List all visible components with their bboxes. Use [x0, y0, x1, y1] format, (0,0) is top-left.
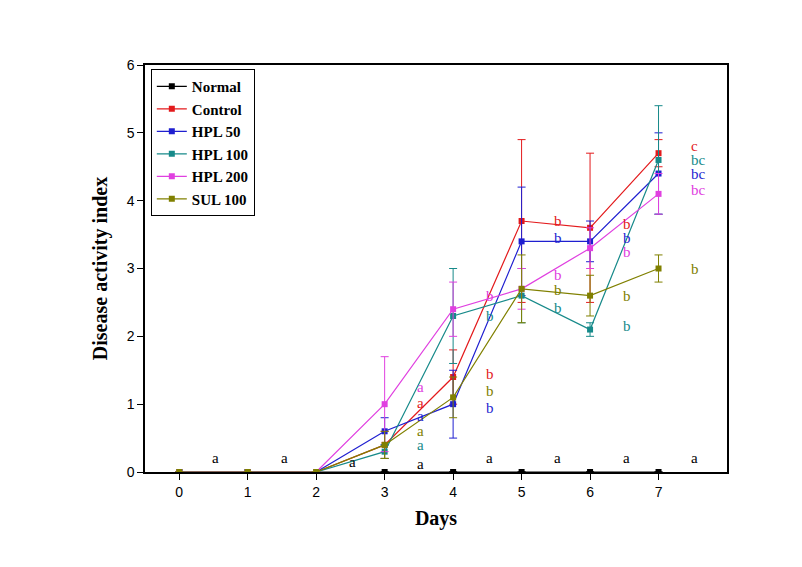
svg-text:bc: bc	[691, 152, 706, 168]
svg-text:b: b	[691, 261, 699, 277]
svg-text:b: b	[623, 288, 631, 304]
svg-text:Days: Days	[415, 507, 457, 530]
svg-text:a: a	[486, 450, 493, 466]
svg-text:4: 4	[127, 193, 135, 209]
svg-text:b: b	[486, 400, 494, 416]
svg-text:Normal: Normal	[192, 79, 241, 95]
svg-text:b: b	[623, 244, 631, 260]
svg-text:a: a	[623, 450, 630, 466]
svg-text:a: a	[417, 437, 424, 453]
svg-text:7: 7	[655, 484, 663, 500]
svg-text:5: 5	[518, 484, 526, 500]
svg-text:a: a	[554, 450, 561, 466]
svg-text:HPL 50: HPL 50	[192, 124, 241, 140]
svg-text:b: b	[554, 230, 562, 246]
svg-text:6: 6	[127, 57, 135, 73]
svg-text:2: 2	[127, 328, 135, 344]
svg-text:a: a	[212, 450, 219, 466]
svg-text:a: a	[281, 450, 288, 466]
svg-text:a: a	[417, 408, 424, 424]
svg-text:5: 5	[127, 125, 135, 141]
svg-text:b: b	[486, 383, 494, 399]
svg-text:Disease activity index: Disease activity index	[89, 177, 112, 360]
svg-text:b: b	[623, 216, 631, 232]
svg-text:b: b	[623, 230, 631, 246]
svg-text:b: b	[486, 366, 494, 382]
svg-text:0: 0	[175, 484, 183, 500]
svg-text:0: 0	[127, 464, 135, 480]
svg-text:b: b	[486, 308, 494, 324]
svg-text:b: b	[554, 282, 562, 298]
svg-text:HPL 200: HPL 200	[192, 169, 248, 185]
svg-text:a: a	[417, 395, 424, 411]
svg-text:3: 3	[381, 484, 389, 500]
svg-text:1: 1	[244, 484, 252, 500]
svg-text:SUL 100: SUL 100	[192, 192, 247, 208]
svg-text:a: a	[417, 423, 424, 439]
svg-text:3: 3	[127, 260, 135, 276]
svg-text:b: b	[554, 267, 562, 283]
svg-text:a: a	[417, 379, 424, 395]
svg-text:b: b	[554, 213, 562, 229]
svg-text:b: b	[554, 300, 562, 316]
svg-text:b: b	[486, 288, 494, 304]
svg-text:2: 2	[312, 484, 320, 500]
svg-text:6: 6	[586, 484, 594, 500]
svg-text:4: 4	[449, 484, 457, 500]
svg-text:a: a	[691, 450, 698, 466]
svg-text:a: a	[349, 454, 356, 470]
svg-text:b: b	[623, 318, 631, 334]
svg-text:bc: bc	[691, 166, 706, 182]
svg-text:1: 1	[127, 396, 135, 412]
svg-text:Control: Control	[192, 102, 242, 118]
svg-text:HPL 100: HPL 100	[192, 147, 248, 163]
svg-text:a: a	[417, 456, 424, 472]
svg-text:c: c	[691, 138, 698, 154]
svg-text:bc: bc	[691, 182, 706, 198]
